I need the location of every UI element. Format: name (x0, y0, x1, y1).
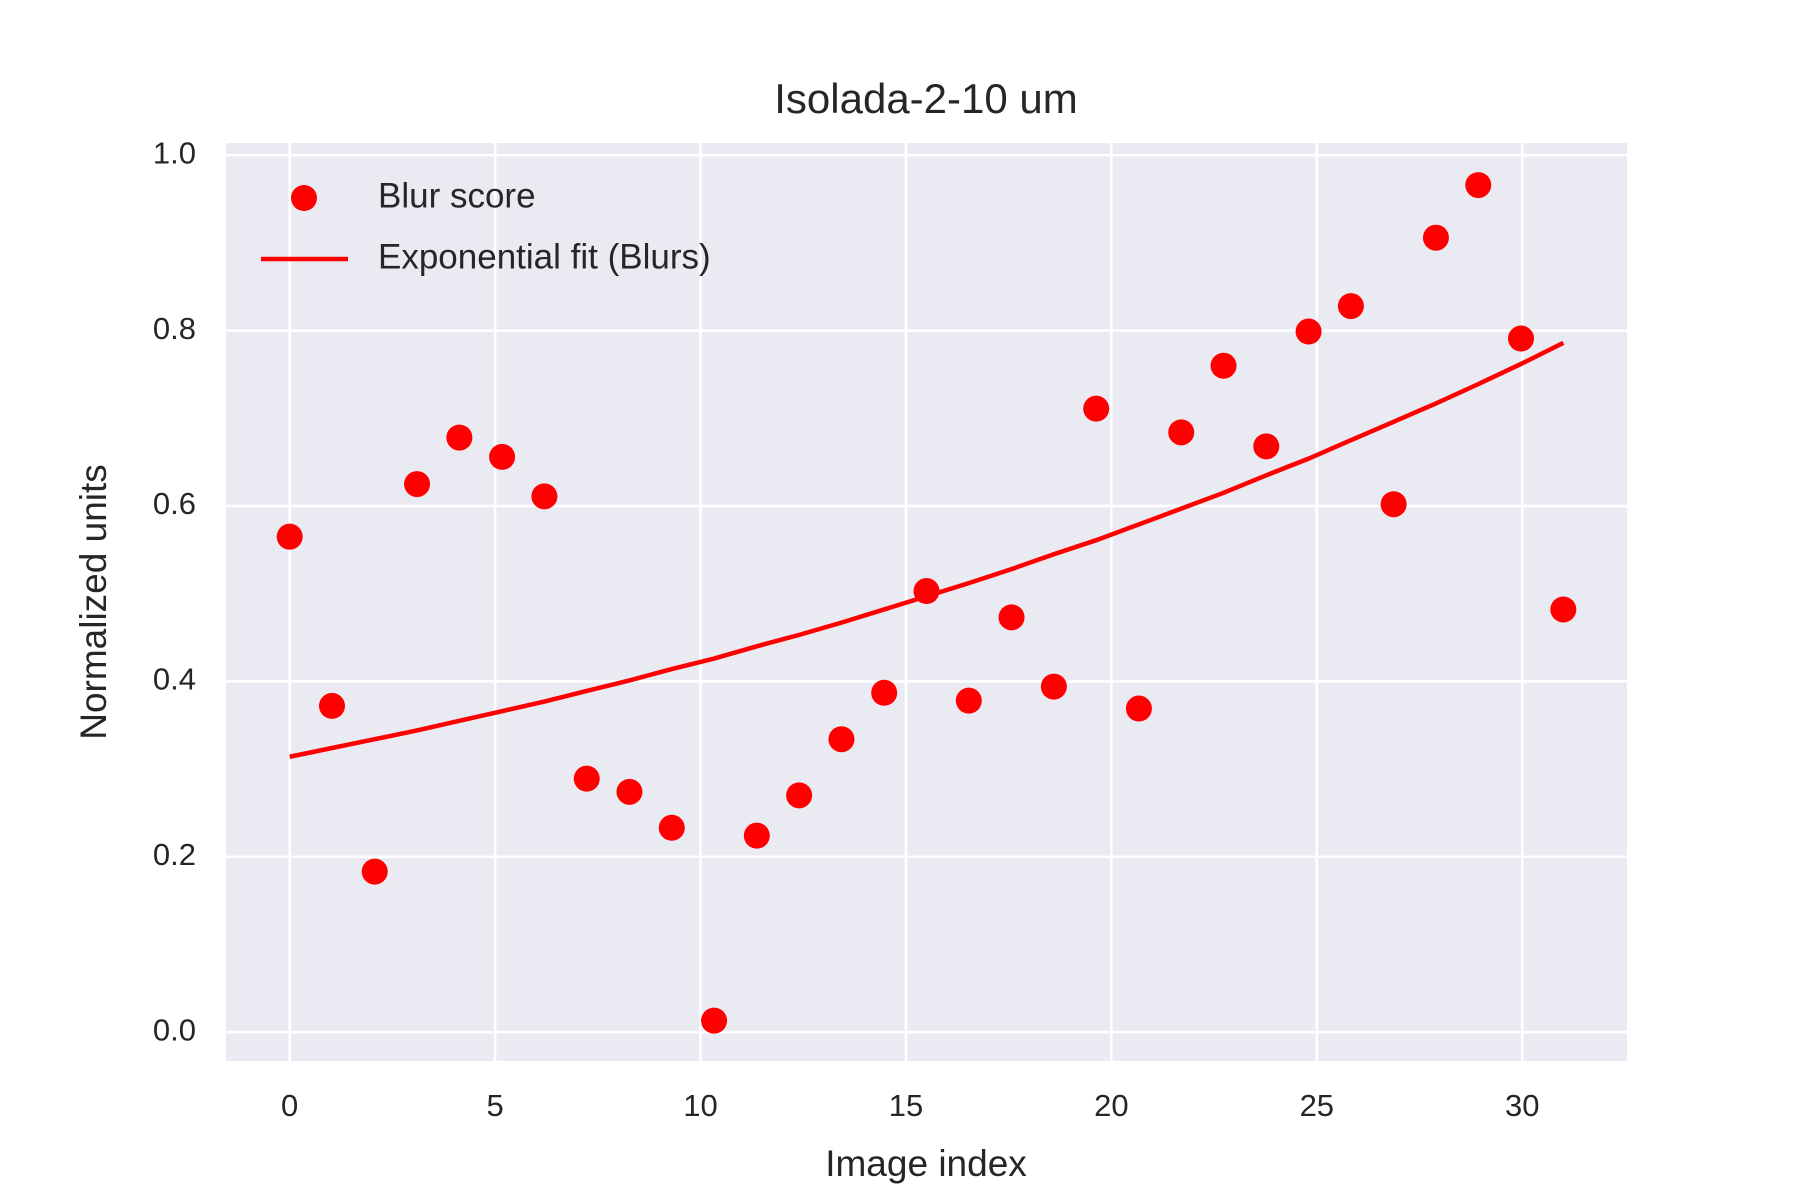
x-axis-label: Image index (825, 1143, 1027, 1184)
y-tick-label: 1.0 (153, 135, 196, 170)
point (1337, 293, 1364, 320)
point (955, 687, 982, 714)
point (1210, 352, 1237, 379)
x-tick-label: 10 (683, 1088, 717, 1123)
point (1295, 318, 1322, 345)
x-tick-label: 30 (1505, 1088, 1539, 1123)
point (573, 765, 600, 792)
legend-marker (291, 185, 317, 211)
x-tick-label: 15 (889, 1088, 923, 1123)
point (1380, 491, 1407, 518)
point (531, 483, 558, 510)
y-axis-label: Normalized units (73, 464, 114, 740)
point (871, 679, 898, 706)
y-tick-label: 0.4 (153, 662, 196, 697)
point (489, 443, 516, 470)
y-tick-label: 0.6 (153, 486, 196, 521)
point (1508, 325, 1535, 352)
point (1465, 172, 1492, 199)
y-tick-label: 0.0 (153, 1012, 196, 1047)
point (1168, 419, 1195, 446)
point (1040, 673, 1067, 700)
point (701, 1007, 728, 1034)
point (743, 822, 770, 849)
legend-label: Blur score (378, 176, 536, 215)
x-tick-label: 5 (486, 1088, 503, 1123)
chart-title: Isolada-2-10 um (774, 75, 1078, 122)
x-tick-label: 25 (1300, 1088, 1334, 1123)
y-tick-label: 0.8 (153, 311, 196, 346)
point (318, 692, 345, 719)
point (616, 778, 643, 805)
point (404, 471, 431, 498)
legend-label: Exponential fit (Blurs) (378, 237, 711, 276)
point (276, 523, 303, 550)
point (1253, 433, 1280, 460)
point (828, 726, 855, 753)
x-tick-label: 20 (1094, 1088, 1128, 1123)
point (1422, 224, 1449, 251)
point (786, 782, 813, 809)
point (1083, 395, 1110, 422)
point (658, 814, 685, 841)
point (446, 424, 473, 451)
x-tick-label: 0 (281, 1088, 298, 1123)
point (361, 858, 388, 885)
point (1125, 695, 1152, 722)
y-tick-label: 0.2 (153, 837, 196, 872)
point (998, 604, 1025, 631)
fit-line (289, 340, 1565, 759)
point (1550, 596, 1577, 623)
